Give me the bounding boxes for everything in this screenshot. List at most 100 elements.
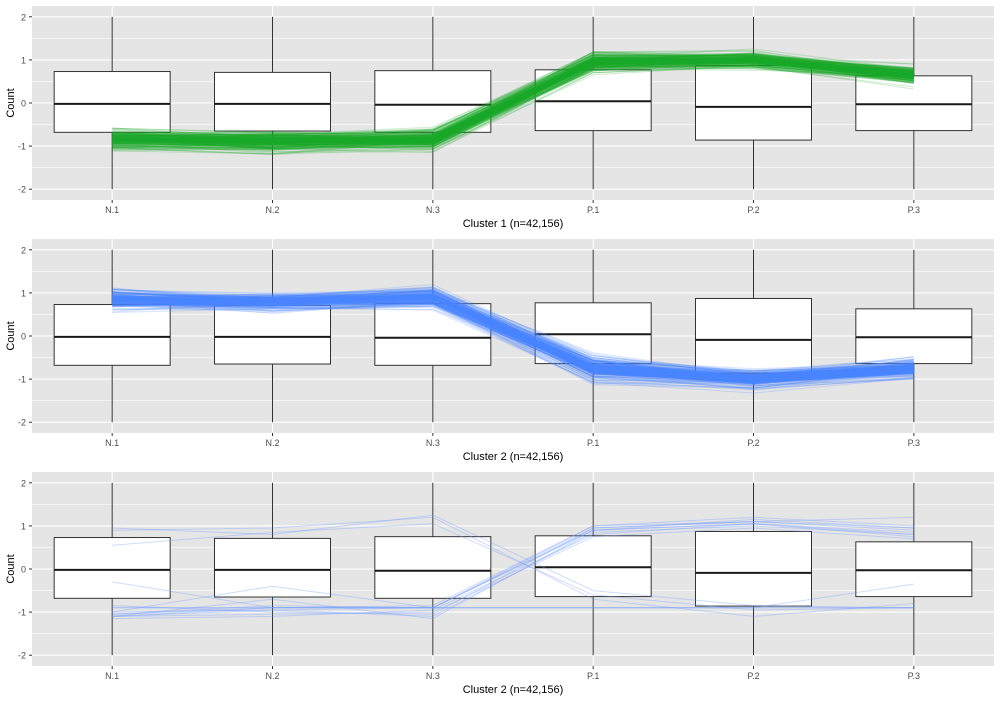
profile-line: [112, 523, 914, 617]
profile-line: [112, 516, 914, 615]
y-tick-label: -2: [18, 651, 26, 661]
profile-line: [112, 303, 914, 389]
profile-line: [112, 286, 914, 370]
profile-line: [112, 64, 914, 155]
profile-line: [112, 289, 914, 376]
box-N.2: [214, 482, 331, 656]
box-N.1: [53, 249, 171, 423]
profile-line: [112, 55, 914, 137]
box-body: [855, 308, 973, 365]
profile-line: [112, 525, 914, 617]
y-axis-title: Count: [5, 88, 17, 117]
profile-line: [112, 289, 914, 373]
x-tick-label: N.2: [265, 205, 279, 215]
y-tick-label: 1: [21, 55, 26, 65]
profile-line: [112, 527, 914, 617]
box-N.2: [214, 249, 331, 423]
profile-line: [112, 50, 914, 136]
profile-line: [112, 64, 914, 153]
box-body: [214, 537, 331, 598]
y-tick-label: 2: [21, 478, 26, 488]
profile-line: [112, 51, 914, 139]
box-P.3: [855, 249, 973, 423]
x-tick-label: P.2: [747, 438, 759, 448]
profile-line: [112, 298, 914, 382]
y-tick-label: 1: [21, 288, 26, 298]
x-tick-label: N.3: [426, 671, 440, 681]
profile-line: [112, 305, 914, 391]
profile-line: [112, 287, 914, 373]
chart-panel-3: -2 -1 0 1 2 N.1 N.2 N.3 P.1 P.2 P.3 Cluster 2 (n=42…: [5, 472, 994, 696]
profile-line: [112, 48, 914, 138]
box-body: [374, 536, 492, 599]
profile-line: [112, 64, 914, 154]
profile-line: [112, 65, 914, 156]
profile-line: [112, 514, 914, 609]
profile-line: [112, 302, 914, 389]
profile-line: [112, 64, 914, 149]
profile-line: [112, 304, 914, 389]
profile-line: [112, 51, 914, 138]
x-tick-label: P.2: [747, 205, 759, 215]
x-axis-title: Cluster 2 (n=42,156): [463, 451, 564, 463]
box-P.1: [534, 482, 652, 656]
profile-line: [112, 290, 914, 374]
profile-line: [112, 52, 914, 137]
x-tick-label: N.1: [105, 438, 119, 448]
profile-line: [112, 64, 914, 151]
box-body: [53, 71, 171, 133]
x-tick-label: N.2: [265, 671, 279, 681]
y-tick-label: 2: [21, 12, 26, 22]
profile-line: [112, 523, 914, 620]
y-axis-title: Count: [5, 321, 17, 350]
x-tick-label: P.2: [747, 671, 759, 681]
x-tick-label: P.3: [908, 671, 920, 681]
x-tick-label: N.1: [105, 671, 119, 681]
y-tick-label: -1: [18, 608, 26, 618]
box-body: [695, 64, 812, 141]
profile-lines: [112, 48, 914, 156]
x-tick-label: N.3: [426, 438, 440, 448]
profile-line: [112, 286, 914, 371]
x-tick-label: P.3: [908, 438, 920, 448]
box-body: [214, 71, 331, 132]
box-body: [695, 530, 812, 607]
profile-line: [112, 53, 914, 139]
box-N.2: [214, 16, 331, 190]
profile-line: [112, 296, 914, 383]
profile-line: [112, 521, 914, 615]
profile-line: [112, 521, 914, 615]
chart-panel-1: -2 -1 0 1 2 N.1 N.2 N.3 P.1 P.2 P.3 Cluster 1 (n=42…: [5, 6, 994, 230]
box-body: [695, 297, 812, 374]
profile-line: [112, 64, 914, 150]
box-body: [53, 304, 171, 366]
y-tick-label: 2: [21, 245, 26, 255]
profile-line: [112, 66, 914, 155]
y-tick-label: 1: [21, 521, 26, 531]
y-tick-label: -1: [18, 375, 26, 385]
box-P.2: [695, 16, 812, 190]
box-P.3: [855, 482, 973, 656]
y-tick-label: 0: [21, 332, 26, 342]
x-tick-label: N.2: [265, 438, 279, 448]
box-P.2: [695, 482, 812, 656]
profile-line: [112, 516, 914, 613]
box-N.1: [53, 482, 171, 656]
box-body: [214, 304, 331, 365]
y-tick-label: 0: [21, 99, 26, 109]
profile-line: [112, 66, 914, 153]
y-tick-label: 0: [21, 565, 26, 575]
chart-panel-2: -2 -1 0 1 2 N.1 N.2 N.3 P.1 P.2 P.3 Cluster 2 (n=42…: [5, 239, 994, 463]
profile-lines: [112, 514, 914, 620]
y-tick-label: -2: [18, 418, 26, 428]
y-axis-title: Count: [5, 554, 17, 583]
profile-line: [112, 67, 914, 151]
box-body: [855, 75, 973, 132]
profile-line: [112, 66, 914, 153]
profile-line: [112, 55, 914, 136]
profile-line: [112, 283, 914, 373]
profile-lines: [112, 283, 914, 394]
x-tick-label: P.1: [587, 671, 599, 681]
